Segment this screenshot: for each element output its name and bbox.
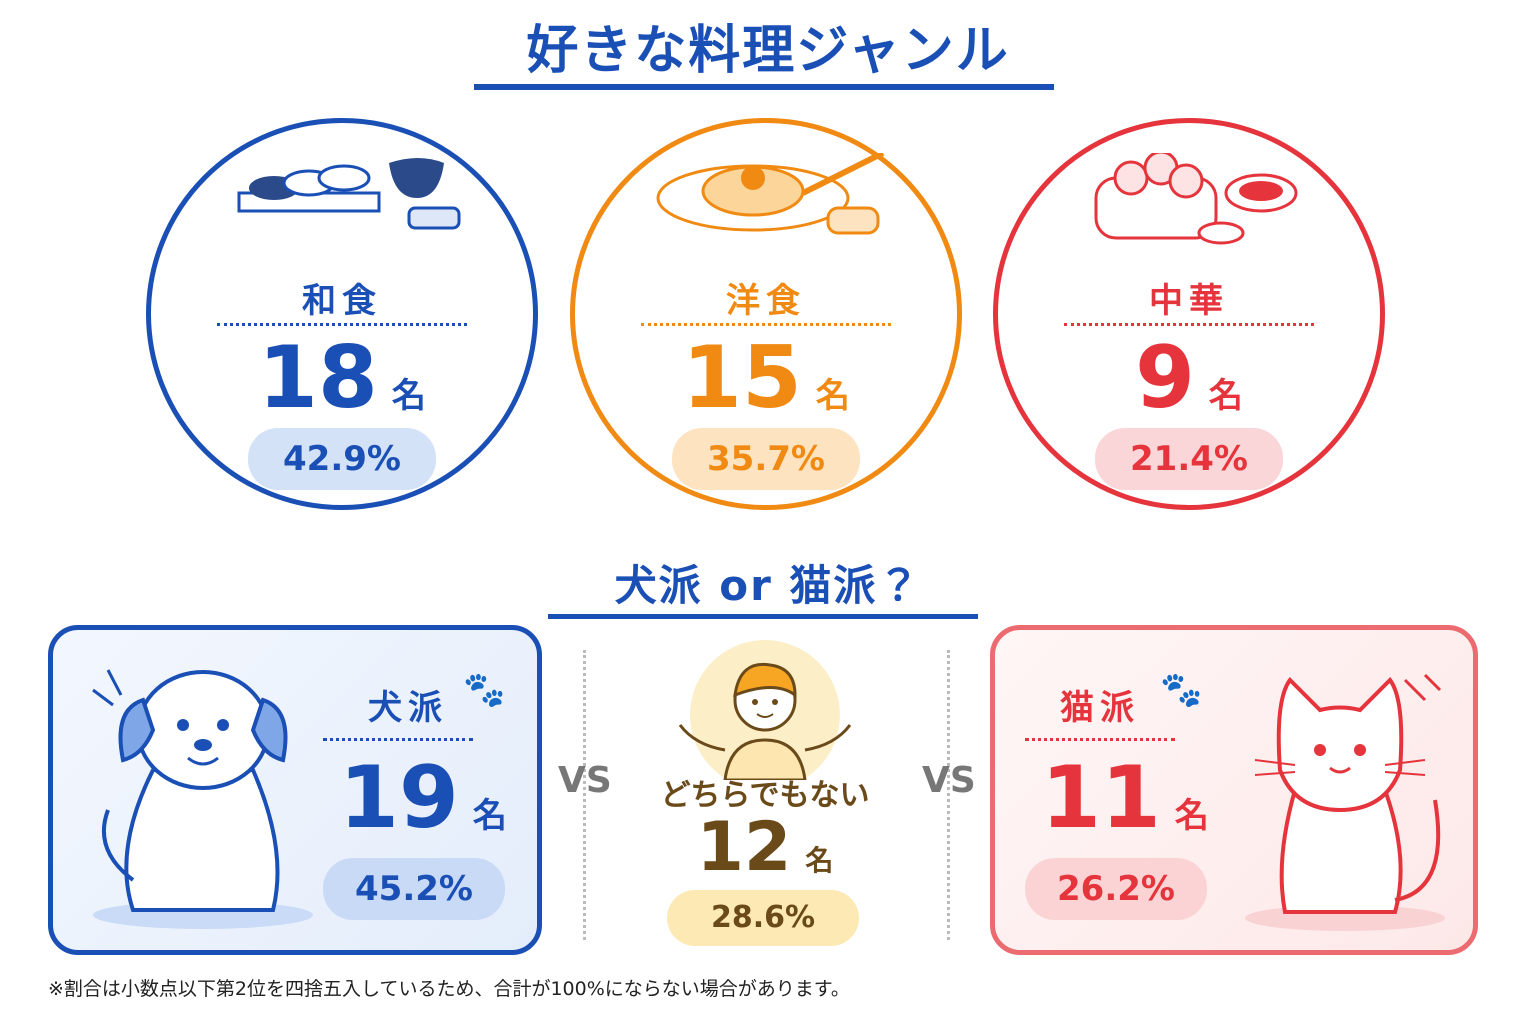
- divider: [1064, 323, 1314, 326]
- separator: [947, 650, 950, 940]
- food-label: 和食: [302, 281, 382, 321]
- unit: 名: [391, 376, 426, 416]
- divider: [323, 738, 473, 741]
- count: 11: [1041, 748, 1161, 848]
- count: 9: [1135, 328, 1195, 428]
- food-count: 18 名: [151, 328, 533, 428]
- food-illustration: [1094, 153, 1298, 245]
- paw-icon: 🐾: [463, 670, 506, 710]
- divider: [217, 323, 467, 326]
- food-percent: 42.9%: [248, 428, 436, 490]
- cat-label: 猫派: [1060, 688, 1140, 728]
- food-percent: 35.7%: [672, 428, 860, 490]
- paw-icon: 🐾: [1160, 670, 1203, 710]
- title-underline: [474, 84, 1054, 90]
- food-illustration: [237, 158, 461, 230]
- food-count: 15 名: [575, 328, 957, 428]
- unit: 名: [1174, 796, 1209, 836]
- divider: [641, 323, 891, 326]
- cat-count: 11 名: [1025, 748, 1225, 848]
- food-label: 洋食: [726, 281, 806, 321]
- count: 19: [339, 748, 459, 848]
- dog-card: 犬派 🐾 19 名 45.2%: [48, 625, 542, 955]
- person-illustration: [678, 640, 852, 780]
- vs-label: VS: [558, 760, 612, 801]
- food-card: 和食 18 名 42.9%: [146, 118, 538, 510]
- count: 15: [682, 328, 802, 428]
- dog-percent: 45.2%: [323, 858, 505, 920]
- pets-underline: [548, 614, 978, 619]
- dog-count: 19 名: [323, 748, 523, 848]
- neither-count: 12 名: [630, 808, 900, 887]
- unit: 名: [472, 796, 507, 836]
- cat-illustration: [1245, 673, 1445, 931]
- food-percent: 21.4%: [1095, 428, 1283, 490]
- cat-percent: 26.2%: [1025, 858, 1207, 920]
- divider: [1025, 738, 1175, 741]
- cat-card: 猫派 🐾 11 名 26.2%: [990, 625, 1478, 955]
- count: 12: [696, 808, 792, 887]
- neither-percent: 28.6%: [667, 890, 859, 946]
- neither-label: どちらでもない: [660, 778, 870, 813]
- unit: 名: [815, 376, 850, 416]
- pets-title: 犬派 or 猫派？: [614, 561, 922, 610]
- food-illustration: [656, 153, 885, 235]
- dog-label: 犬派: [368, 688, 448, 728]
- dog-illustration: [92, 669, 313, 929]
- count: 18: [258, 328, 378, 428]
- separator: [583, 650, 586, 940]
- food-label: 中華: [1149, 281, 1229, 321]
- footnote: ※割合は小数点以下第2位を四捨五入しているため、合計が100%にならない場合があ…: [48, 978, 850, 1000]
- vs-label: VS: [922, 760, 976, 801]
- title: 好きな料理ジャンル: [526, 21, 1010, 81]
- unit: 名: [805, 844, 834, 877]
- food-card: 洋食 15 名 35.7%: [570, 118, 962, 510]
- unit: 名: [1208, 376, 1243, 416]
